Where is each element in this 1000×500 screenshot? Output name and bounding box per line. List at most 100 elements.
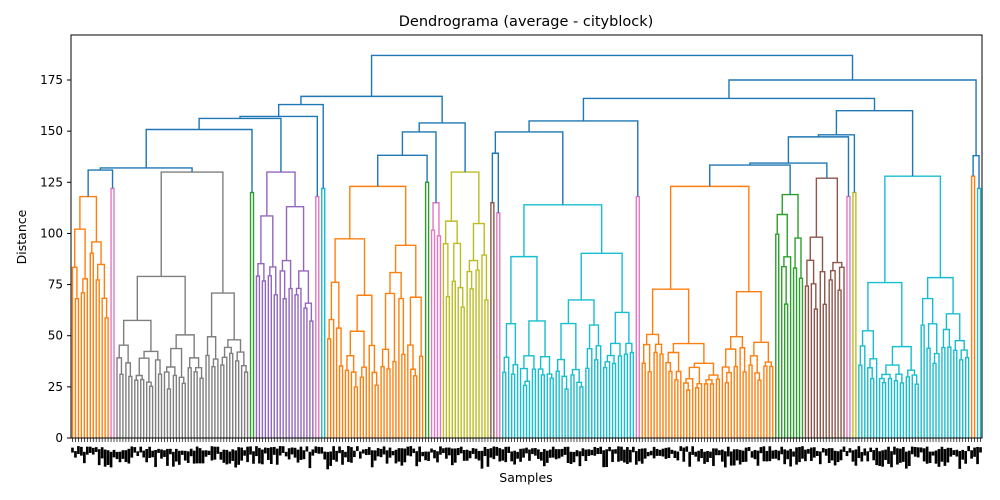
leaf-label	[863, 448, 867, 456]
dendrogram-link	[893, 379, 899, 438]
leaf-label	[163, 450, 166, 457]
dendrogram-link	[953, 349, 958, 438]
dendrogram-link	[921, 297, 934, 326]
dendrogram-link	[221, 356, 228, 438]
dendrogram-link	[505, 322, 517, 365]
dendrogram-link	[735, 290, 762, 343]
dendrogram-link	[261, 280, 267, 438]
dendrogram-link	[206, 336, 217, 360]
dendrogram-link	[281, 259, 292, 289]
dendrogram-link	[623, 353, 629, 438]
dendrogram-link	[540, 374, 546, 438]
dendrogram-link	[645, 333, 660, 345]
leaf-label	[813, 447, 816, 458]
dendrogram-link	[780, 266, 787, 438]
leaf-label	[97, 449, 101, 466]
leaf-label	[563, 446, 567, 455]
dendrogram-link	[781, 193, 799, 239]
dendrogram-link	[586, 347, 593, 438]
dendrogram-link	[300, 95, 443, 123]
leaf-label	[151, 450, 154, 458]
dendrogram-link	[418, 355, 424, 438]
leaf-label	[821, 448, 825, 453]
leaf-label	[560, 448, 564, 457]
dendrogram-link	[647, 371, 652, 438]
leaf-label	[459, 446, 463, 454]
leaf-label	[970, 450, 973, 459]
leaf-label	[715, 448, 718, 456]
leaf-label	[842, 446, 846, 452]
dendrogram-link	[267, 275, 273, 438]
leaf-label	[373, 450, 377, 461]
dendrogram-link	[822, 303, 827, 438]
leaf-label	[531, 448, 534, 455]
dendrogram-link	[617, 355, 623, 438]
leaf-label	[833, 450, 837, 466]
dendrogram-link	[104, 317, 109, 438]
leaf-label	[186, 451, 190, 463]
dendrogram-link	[210, 292, 235, 340]
leaf-label	[278, 446, 282, 456]
leaf-label	[658, 449, 662, 456]
dendrogram-link	[846, 195, 851, 438]
leaf-label	[631, 446, 635, 453]
dendrogram-link	[659, 353, 664, 438]
dendrogram-link	[693, 362, 715, 376]
leaf-label	[124, 450, 128, 463]
leaf-label	[703, 451, 706, 464]
dendrogram-link	[266, 171, 296, 216]
dendrogram-link	[163, 371, 170, 438]
leaf-label	[732, 449, 736, 466]
leaf-label	[403, 448, 407, 463]
dendrogram-link	[927, 323, 938, 354]
leaf-label	[341, 449, 344, 465]
dendrogram-link	[749, 162, 828, 179]
dendrogram-link	[389, 271, 402, 299]
dendrogram-link	[523, 204, 603, 257]
leaf-label	[370, 450, 374, 468]
dendrogram-link	[490, 202, 495, 438]
leaf-label	[608, 446, 611, 452]
dendrogram-link	[148, 385, 154, 438]
leaf-label	[848, 448, 852, 453]
leaf-label	[617, 446, 620, 462]
dendrogram-link	[349, 185, 407, 246]
dendrogram-link	[211, 365, 216, 438]
dendrogram-link	[947, 346, 952, 438]
leaf-label	[706, 450, 709, 463]
leaf-label	[448, 447, 451, 456]
dendrogram-link	[444, 220, 458, 244]
leaf-label	[804, 449, 807, 462]
leaf-label	[545, 450, 549, 463]
leaf-label	[735, 449, 739, 461]
dendrogram-link	[828, 279, 833, 438]
dendrogram-link	[445, 295, 451, 438]
dendrogram-link	[188, 357, 200, 368]
dendrogram-link	[905, 376, 910, 438]
leaf-label	[741, 450, 745, 462]
dendrogram-link	[187, 367, 192, 438]
dendrogram-link	[460, 306, 465, 438]
dendrogram-link	[945, 313, 961, 341]
leaf-label	[391, 451, 395, 456]
dendrogram-link	[475, 269, 480, 438]
leaf-label	[940, 446, 944, 462]
leaf-label	[596, 447, 600, 455]
dendrogram-link	[392, 360, 397, 438]
dendrogram-link	[914, 383, 919, 438]
leaf-label	[765, 450, 769, 462]
dendrogram-link	[654, 343, 663, 355]
dendrogram-link	[610, 342, 621, 356]
leaf-label	[554, 449, 558, 460]
dendrogram-link	[809, 236, 824, 272]
leaf-label	[465, 449, 469, 461]
dendrogram-link	[776, 213, 788, 257]
dendrogram-link	[708, 374, 719, 380]
leaf-label	[623, 449, 626, 463]
dendrogram-link	[683, 382, 689, 438]
leaf-label	[928, 451, 932, 464]
leaf-label	[691, 446, 695, 455]
leaf-label	[210, 446, 214, 461]
leaf-label	[109, 451, 113, 468]
leaf-label	[646, 451, 650, 457]
